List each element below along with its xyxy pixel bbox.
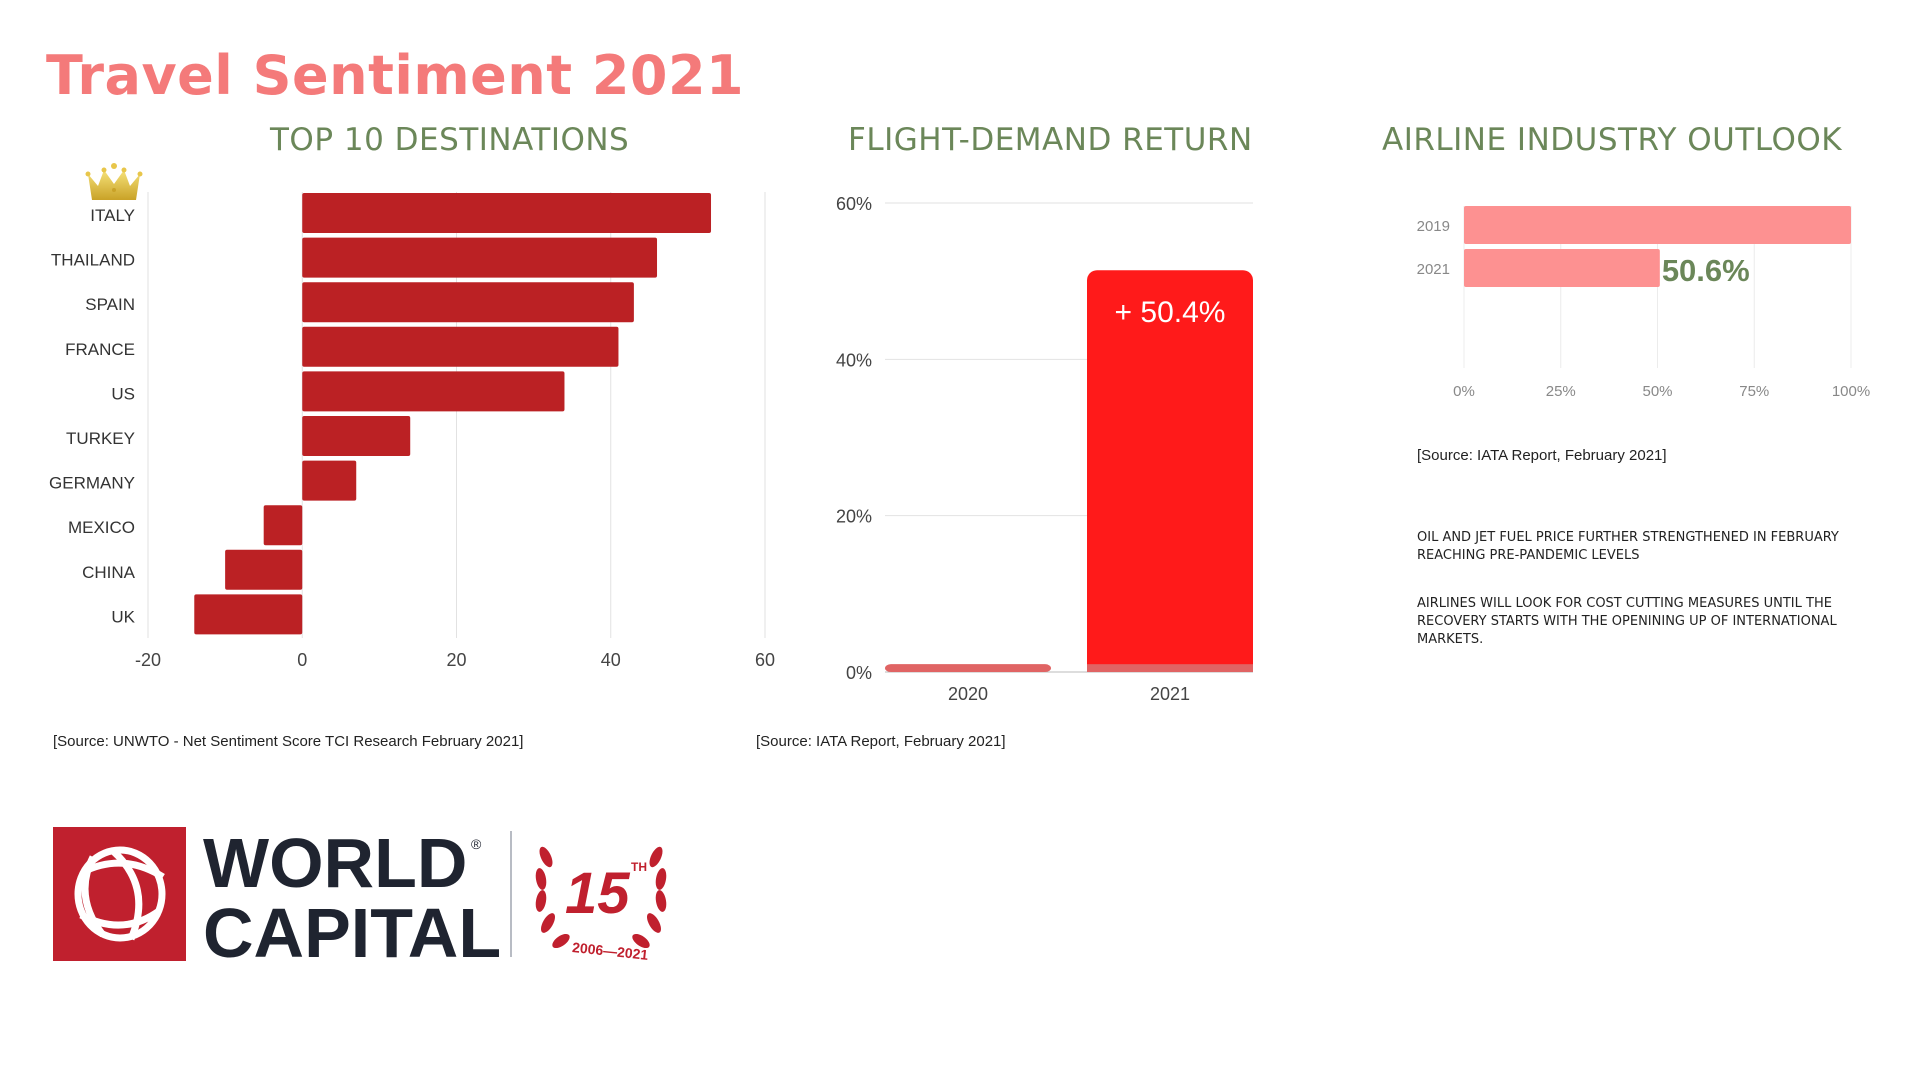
y-tick-label: 20% [836, 507, 872, 527]
category-label: THAILAND [51, 251, 135, 270]
brand-line-1: WORLD [203, 827, 467, 902]
crown-icon [85, 163, 143, 200]
category-label: 2021 [1417, 261, 1450, 278]
brand-line-2: CAPITAL [203, 894, 501, 967]
x-tick-label: 75% [1739, 383, 1769, 400]
registered-mark: ® [471, 836, 482, 852]
outlook-note: OIL AND JET FUEL PRICE FURTHER STRENGTHE… [1417, 530, 1839, 563]
category-label: CHINA [82, 563, 136, 582]
category-label: US [111, 384, 135, 403]
bar-increase-fill [1087, 282, 1253, 672]
bar-value-label: + 50.4% [1115, 296, 1226, 329]
laurel-icon [535, 846, 667, 949]
bar [263, 505, 303, 546]
destinations-heading: TOP 10 DESTINATIONS [270, 122, 630, 158]
x-tick-label: 25% [1546, 383, 1576, 400]
x-tick-label: 20 [446, 650, 466, 670]
bar-base [885, 664, 1051, 672]
bar [225, 549, 303, 590]
bar [302, 193, 712, 233]
airline-outlook-heading: AIRLINE INDUSTRY OUTLOOK [1382, 122, 1843, 158]
x-tick-label: 2020 [948, 684, 988, 704]
x-tick-label: 60 [755, 650, 775, 670]
category-label: SPAIN [85, 295, 135, 314]
globe-icon [74, 846, 166, 942]
destinations-source: [Source: UNWTO - Net Sentiment Score TCI… [53, 733, 524, 750]
page-title: Travel Sentiment 2021 [46, 44, 745, 107]
outlook-note: AIRLINES WILL LOOK FOR COST CUTTING MEAS… [1417, 596, 1837, 647]
bar [302, 416, 411, 456]
flight-demand-source: [Source: IATA Report, February 2021] [756, 733, 1006, 750]
anniversary-years: 2006—2021 [571, 939, 649, 963]
anniversary-suffix: TH [631, 860, 647, 874]
bar [302, 326, 619, 367]
bar-base [1087, 664, 1253, 672]
bar [194, 594, 303, 635]
destinations-chart: ITALY THAILAND SPAIN FRANCE US TURKEY GERMANY M… [49, 163, 775, 670]
flight-demand-heading: FLIGHT-DEMAND RETURN [848, 122, 1253, 158]
airline-outlook-chart: 0% 25% 50% 75% 100% 2019 2021 50.6% [1417, 206, 1870, 400]
bar [302, 237, 658, 278]
x-tick-label: 100% [1832, 383, 1870, 400]
flight-demand-chart: 0% 20% 40% 60% 2020 2021 + 50.4% [836, 194, 1253, 704]
bar [302, 371, 565, 412]
x-tick-label: 0% [1453, 383, 1475, 400]
category-label: MEXICO [68, 518, 135, 537]
bar [1464, 249, 1660, 287]
category-label: TURKEY [66, 429, 135, 448]
bar [302, 460, 357, 501]
y-tick-label: 0% [846, 663, 872, 683]
world-capital-logo: WORLD ® CAPITAL 15 TH 2006—2021 [53, 827, 667, 967]
x-tick-label: 2021 [1150, 684, 1190, 704]
category-label: GERMANY [49, 474, 135, 493]
bar [1464, 206, 1851, 244]
x-tick-label: 0 [297, 650, 307, 670]
x-tick-label: 40 [601, 650, 621, 670]
airline-outlook-source: [Source: IATA Report, February 2021] [1417, 447, 1667, 464]
y-tick-label: 40% [836, 350, 872, 370]
x-tick-label: 50% [1642, 383, 1672, 400]
anniversary-number: 15 [565, 861, 630, 926]
category-label: ITALY [90, 206, 135, 225]
category-label: 2019 [1417, 218, 1450, 235]
x-tick-label: -20 [135, 650, 161, 670]
bar-value-label: 50.6% [1662, 253, 1750, 288]
bar [302, 282, 634, 323]
category-label: FRANCE [65, 340, 135, 359]
category-label: UK [111, 607, 135, 626]
y-tick-label: 60% [836, 194, 872, 214]
